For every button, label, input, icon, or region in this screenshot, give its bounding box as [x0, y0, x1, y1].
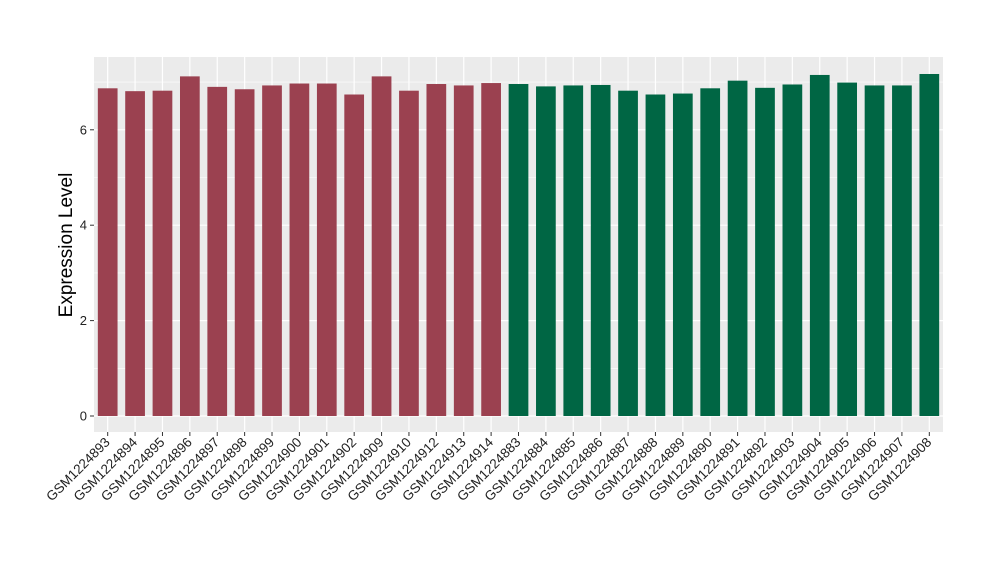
y-tick-label: 2 — [80, 313, 87, 328]
bar-GSM1224908 — [919, 73, 940, 416]
bar-GSM1224886 — [590, 84, 611, 416]
bar-GSM1224889 — [672, 93, 693, 416]
bar-GSM1224904 — [809, 74, 830, 416]
bar-GSM1224901 — [316, 83, 337, 416]
bar-GSM1224895 — [152, 90, 173, 416]
bars — [97, 73, 940, 417]
bar-GSM1224903 — [782, 84, 803, 417]
bar-GSM1224907 — [892, 85, 912, 417]
bar-GSM1224890 — [700, 88, 721, 417]
bar-GSM1224897 — [207, 86, 228, 417]
bar-GSM1224899 — [262, 85, 282, 417]
bar-GSM1224884 — [536, 86, 556, 416]
bar-GSM1224883 — [508, 84, 529, 417]
bar-GSM1224902 — [344, 94, 365, 416]
bar-GSM1224914 — [481, 83, 501, 416]
bar-GSM1224891 — [727, 80, 748, 416]
y-tick-label: 4 — [80, 218, 87, 233]
y-axis-title: Expression Level — [56, 173, 77, 318]
y-axis: 0 2 4 6 — [80, 122, 94, 424]
bar-GSM1224888 — [645, 94, 666, 416]
bar-GSM1224894 — [125, 91, 145, 417]
bar-GSM1224913 — [453, 85, 474, 417]
bar-GSM1224909 — [371, 76, 392, 416]
bar-GSM1224906 — [864, 85, 885, 417]
bar-GSM1224898 — [234, 89, 255, 416]
bar-GSM1224896 — [179, 76, 200, 416]
bar-GSM1224905 — [837, 82, 858, 417]
y-tick-label: 6 — [80, 122, 87, 137]
bar-GSM1224885 — [563, 85, 584, 417]
bar-GSM1224912 — [426, 84, 447, 417]
bar-GSM1224910 — [399, 90, 419, 416]
bar-GSM1224892 — [755, 87, 775, 416]
x-axis: GSM1224893GSM1224894GSM1224895GSM1224896… — [43, 432, 934, 504]
bar-GSM1224887 — [618, 90, 638, 416]
bar-GSM1224893 — [97, 88, 118, 417]
y-tick-label: 0 — [80, 409, 87, 424]
bar-GSM1224900 — [289, 83, 310, 416]
